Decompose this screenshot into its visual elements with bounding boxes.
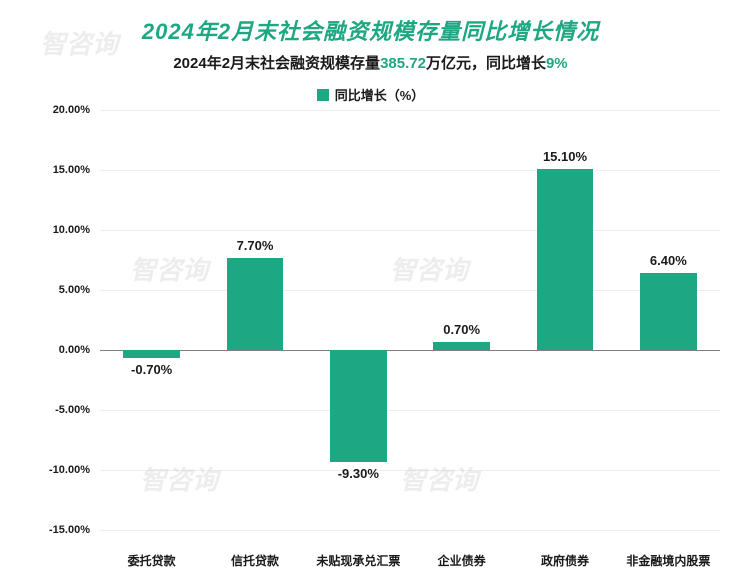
y-axis-tick-label: 10.00%	[53, 224, 90, 236]
bar-value-label: 15.10%	[515, 149, 615, 164]
bar-value-label: -9.30%	[308, 466, 408, 481]
chart-title: 2024年2月末社会融资规模存量同比增长情况	[10, 14, 731, 46]
y-axis-tick-label: -15.00%	[49, 524, 90, 536]
bar	[123, 350, 180, 358]
legend-swatch	[317, 89, 329, 101]
bar-chart: -15.00%-10.00%-5.00%0.00%5.00%10.00%15.0…	[100, 110, 720, 530]
bar-value-label: -0.70%	[102, 362, 202, 377]
zero-line	[100, 350, 720, 351]
y-axis-tick-label: 5.00%	[59, 284, 90, 296]
x-axis-category-label: 企业债券	[438, 552, 486, 569]
bar	[330, 350, 387, 462]
grid-line	[100, 170, 720, 171]
y-axis-tick-label: -5.00%	[55, 404, 90, 416]
x-axis-category-label: 委托贷款	[128, 552, 176, 569]
y-axis-tick-label: 15.00%	[53, 164, 90, 176]
chart-subtitle: 2024年2月末社会融资规模存量385.72万亿元，同比增长9%	[10, 52, 731, 73]
grid-line	[100, 530, 720, 531]
bar-value-label: 7.70%	[205, 238, 305, 253]
subtitle-prefix: 2024年2月末社会融资规模存量	[173, 55, 380, 72]
x-axis-category-label: 政府债券	[541, 552, 589, 569]
bar-value-label: 6.40%	[618, 253, 718, 268]
bar	[433, 342, 490, 350]
bar	[227, 258, 284, 350]
y-axis-tick-label: 0.00%	[59, 344, 90, 356]
subtitle-pct: 9%	[546, 55, 568, 72]
subtitle-mid: 万亿元，同比增长	[426, 55, 546, 72]
legend-label: 同比增长（%）	[335, 85, 425, 104]
y-axis-tick-label: 20.00%	[53, 104, 90, 116]
bar-value-label: 0.70%	[412, 322, 512, 337]
legend: 同比增长（%）	[10, 85, 731, 104]
x-axis-category-label: 非金融境内股票	[626, 552, 710, 569]
y-axis-tick-label: -10.00%	[49, 464, 90, 476]
x-axis-category-label: 未贴现承兑汇票	[316, 552, 400, 569]
grid-line	[100, 470, 720, 471]
subtitle-value: 385.72	[380, 55, 426, 72]
x-axis-category-label: 信托贷款	[231, 552, 279, 569]
grid-line	[100, 110, 720, 111]
grid-line	[100, 230, 720, 231]
grid-line	[100, 410, 720, 411]
bar	[640, 273, 697, 350]
grid-line	[100, 290, 720, 291]
bar	[537, 169, 594, 350]
